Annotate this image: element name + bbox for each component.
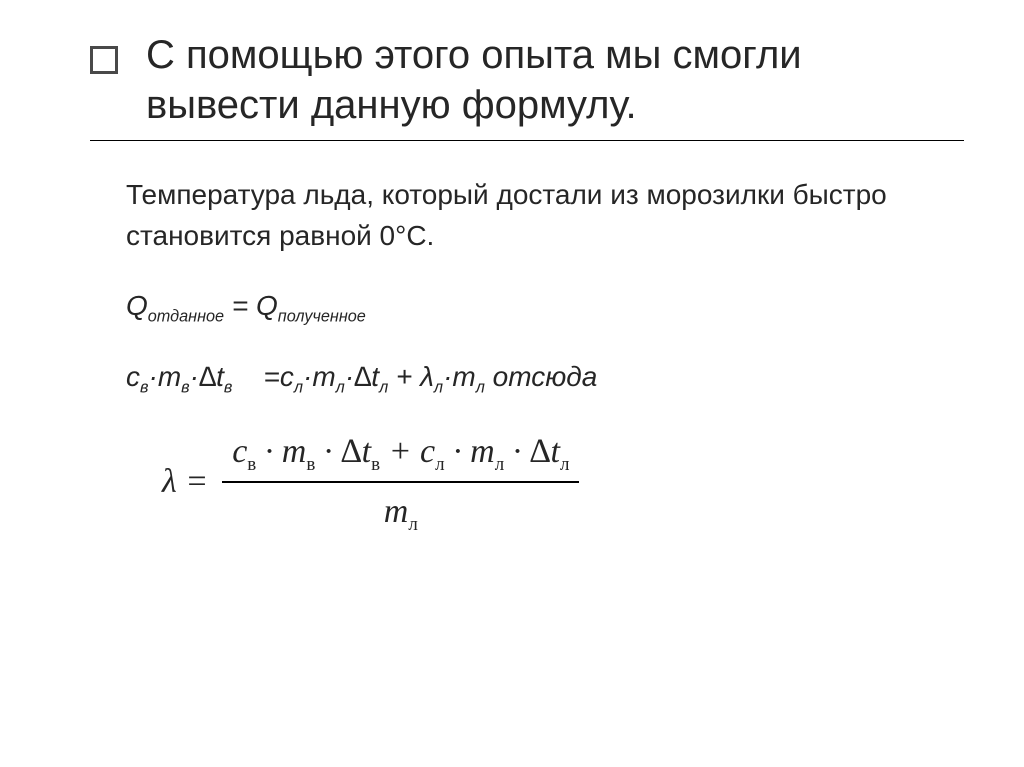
lf-dt2: ∆t xyxy=(530,433,560,470)
lf-eq: = xyxy=(177,463,208,500)
q-given-sub: отданное xyxy=(148,308,224,326)
lf-dot1: · xyxy=(256,433,282,470)
lf-plus: + xyxy=(380,433,420,470)
hb-dt2-sub: л xyxy=(379,378,388,396)
hb-dot2: · xyxy=(190,361,199,392)
hb-plus: + xyxy=(388,361,420,392)
q-eq-sign: = xyxy=(224,290,256,321)
hb-lambda: λ xyxy=(420,361,434,392)
slide-title: С помощью этого опыта мы смогли вывести … xyxy=(146,30,964,130)
hb-dt2: ∆t xyxy=(354,361,379,392)
hb-dot1: · xyxy=(148,361,157,392)
lf-m1: m xyxy=(282,433,307,470)
hb-hence: отсюда xyxy=(485,361,597,392)
q-received-var: Q xyxy=(256,290,278,321)
lf-lhs: λ = xyxy=(162,457,208,506)
hb-lambda-sub: л xyxy=(434,378,443,396)
lf-c2: с xyxy=(420,433,435,470)
hb-m2-sub: л xyxy=(336,378,345,396)
lf-numerator: св · mв · ∆tв + сл · mл · ∆tл xyxy=(222,427,579,482)
lf-mden-sub: л xyxy=(408,513,418,534)
slide-body: Температура льда, который достали из мор… xyxy=(90,175,964,536)
hb-m1-sub: в xyxy=(181,378,189,396)
lf-fraction: св · mв · ∆tв + сл · mл · ∆tл mл xyxy=(222,427,579,536)
intro-paragraph: Температура льда, который достали из мор… xyxy=(126,175,944,256)
lf-dt1: ∆t xyxy=(341,433,371,470)
lf-dot3: · xyxy=(445,433,471,470)
q-received-sub: полученное xyxy=(278,308,366,326)
hb-m1: m xyxy=(158,361,181,392)
lambda-formula: λ = св · mв · ∆tв + сл · mл · ∆tл mл xyxy=(126,427,944,536)
hb-dt1-sub: в xyxy=(224,378,232,396)
lf-c1-sub: в xyxy=(247,454,256,475)
hb-c1: с xyxy=(126,361,140,392)
lf-m2-sub: л xyxy=(495,454,505,475)
title-row: С помощью этого опыта мы смогли вывести … xyxy=(90,30,964,130)
lf-m1-sub: в xyxy=(306,454,315,475)
hb-m3-sub: л xyxy=(476,378,485,396)
lf-dt1-sub: в xyxy=(371,454,380,475)
hb-c2: с xyxy=(280,361,294,392)
lf-c1: с xyxy=(232,433,247,470)
lf-m2: m xyxy=(470,433,495,470)
title-underline xyxy=(90,140,964,141)
slide: С помощью этого опыта мы смогли вывести … xyxy=(0,0,1024,767)
hb-dot4: · xyxy=(345,361,354,392)
hb-m2: m xyxy=(312,361,335,392)
hb-eq: = xyxy=(256,361,280,392)
lf-denominator: mл xyxy=(374,483,428,536)
hb-dt1: ∆t xyxy=(199,361,224,392)
bullet-square-icon xyxy=(90,46,118,74)
lf-mden: m xyxy=(384,493,409,530)
hb-c2-sub: л xyxy=(294,378,303,396)
lf-c2-sub: л xyxy=(435,454,445,475)
hb-dot3: · xyxy=(303,361,312,392)
lf-dot2: · xyxy=(315,433,341,470)
q-given-var: Q xyxy=(126,290,148,321)
lf-lambda: λ xyxy=(162,463,177,500)
lf-dt2-sub: л xyxy=(560,454,570,475)
hb-m3: m xyxy=(452,361,475,392)
q-equation: Qотданное = Qполученное xyxy=(126,286,944,327)
heat-balance-equation: св·mв·∆tв =сл·mл·∆tл + λл·mл отсюда xyxy=(126,357,944,398)
lf-dot4: · xyxy=(504,433,530,470)
hb-dot5: · xyxy=(443,361,452,392)
